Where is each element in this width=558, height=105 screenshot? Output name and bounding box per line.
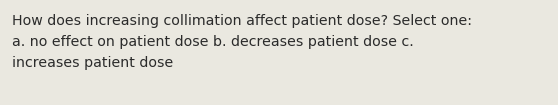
Text: increases patient dose: increases patient dose	[12, 56, 173, 70]
Text: a. no effect on patient dose b. decreases patient dose c.: a. no effect on patient dose b. decrease…	[12, 35, 413, 49]
Text: How does increasing collimation affect patient dose? Select one:: How does increasing collimation affect p…	[12, 14, 472, 28]
